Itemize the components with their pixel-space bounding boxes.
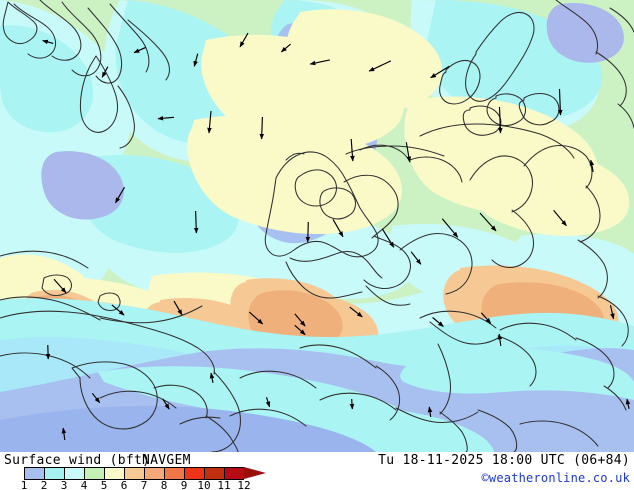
wind-arrow: [305, 221, 311, 243]
colorbar-tick-7: 7: [140, 479, 148, 490]
wind-arrow: [553, 209, 567, 227]
wind-arrow: [609, 305, 615, 320]
wind-arrow: [349, 306, 363, 318]
wind-arrow: [42, 39, 54, 45]
wind-arrow: [381, 228, 395, 248]
colorbar-tick-3: 3: [60, 479, 68, 490]
surface-wind-map[interactable]: [0, 0, 634, 452]
wind-arrow: [259, 116, 265, 140]
colorbar-segment-8: [164, 467, 184, 480]
map-footer: Surface wind (bft) NAVGEM 1 2 3 4 5 6 7 8 9 10 11 1…: [0, 452, 634, 490]
colorbar-tick-11: 11: [217, 479, 231, 490]
colorbar-tick-9: 9: [180, 479, 188, 490]
colorbar-tick-4: 4: [80, 479, 88, 490]
wind-speed-field: [0, 0, 634, 452]
colorbar-segment-7: [144, 467, 164, 480]
wind-arrow: [248, 311, 264, 325]
colorbar-segment-6: [124, 467, 144, 480]
wind-arrow: [309, 59, 330, 66]
colorbar-segments: [24, 467, 266, 480]
colorbar-segment-1: [24, 467, 44, 480]
wind-arrow: [173, 300, 183, 316]
wind-arrow: [558, 88, 563, 116]
wind-arrow: [209, 372, 215, 384]
wind-arrow: [162, 398, 170, 410]
wind-arrow: [294, 313, 306, 327]
wind-arrow: [91, 392, 101, 404]
colorbar-segment-5: [104, 467, 124, 480]
wind-arrow: [332, 219, 344, 238]
wind-arrow: [207, 110, 212, 134]
wind-arrow: [497, 333, 503, 346]
map-panel[interactable]: [0, 0, 634, 452]
wind-arrow: [265, 397, 271, 408]
wind-arrow: [350, 138, 355, 162]
wind-arrow: [480, 312, 492, 324]
copyright-credit[interactable]: ©weatheronline.co.uk: [481, 471, 630, 485]
wind-arrow: [625, 398, 631, 410]
colorbar-segment-9: [184, 467, 204, 480]
colorbar-tick-12: 12: [237, 479, 251, 490]
wind-arrow: [479, 212, 497, 232]
wind-arrow: [349, 398, 355, 410]
colorbar-tick-6: 6: [120, 479, 128, 490]
wind-arrow: [193, 53, 199, 67]
wind-arrow: [115, 186, 125, 204]
colorbar-segment-2: [44, 467, 64, 480]
colorbar-tick-1: 1: [20, 479, 28, 490]
wind-arrow: [294, 324, 306, 336]
wind-arrow: [111, 304, 125, 316]
wind-arrow: [430, 65, 450, 79]
valid-time-stamp: Tu 18-11-2025 18:00 UTC (06+84): [378, 453, 630, 468]
wind-arrow: [133, 46, 147, 54]
wind-arrow: [61, 427, 67, 440]
wind-arrow: [101, 66, 109, 78]
colorbar-segment-11: [224, 467, 244, 480]
wind-arrow: [53, 278, 67, 294]
colorbar-segment-3: [64, 467, 84, 480]
wind-arrow: [441, 218, 459, 238]
colorbar-segment-10: [204, 467, 224, 480]
colorbar-segment-4: [84, 467, 104, 480]
colorbar-tick-2: 2: [40, 479, 48, 490]
legend-title: Surface wind (bft): [4, 453, 151, 468]
model-name: NAVGEM: [142, 453, 191, 468]
wind-arrow: [410, 251, 422, 265]
wind-arrow: [280, 43, 291, 53]
wind-arrow: [239, 32, 249, 48]
coastlines-and-borders: [0, 0, 634, 452]
colorbar-overflow-arrow: [244, 467, 266, 479]
colorbar: [24, 467, 266, 480]
wind-direction-arrows: [42, 32, 631, 440]
wind-arrow: [193, 210, 199, 234]
wind-arrow: [157, 115, 175, 121]
wind-arrow: [589, 159, 595, 173]
wind-arrow: [498, 106, 503, 134]
wind-arrow: [427, 406, 433, 418]
wind-arrow: [368, 60, 392, 72]
wind-arrow: [405, 142, 412, 163]
colorbar-tick-8: 8: [160, 479, 168, 490]
wind-arrow: [432, 317, 444, 327]
colorbar-tick-10: 10: [197, 479, 211, 490]
colorbar-tick-5: 5: [100, 479, 108, 490]
